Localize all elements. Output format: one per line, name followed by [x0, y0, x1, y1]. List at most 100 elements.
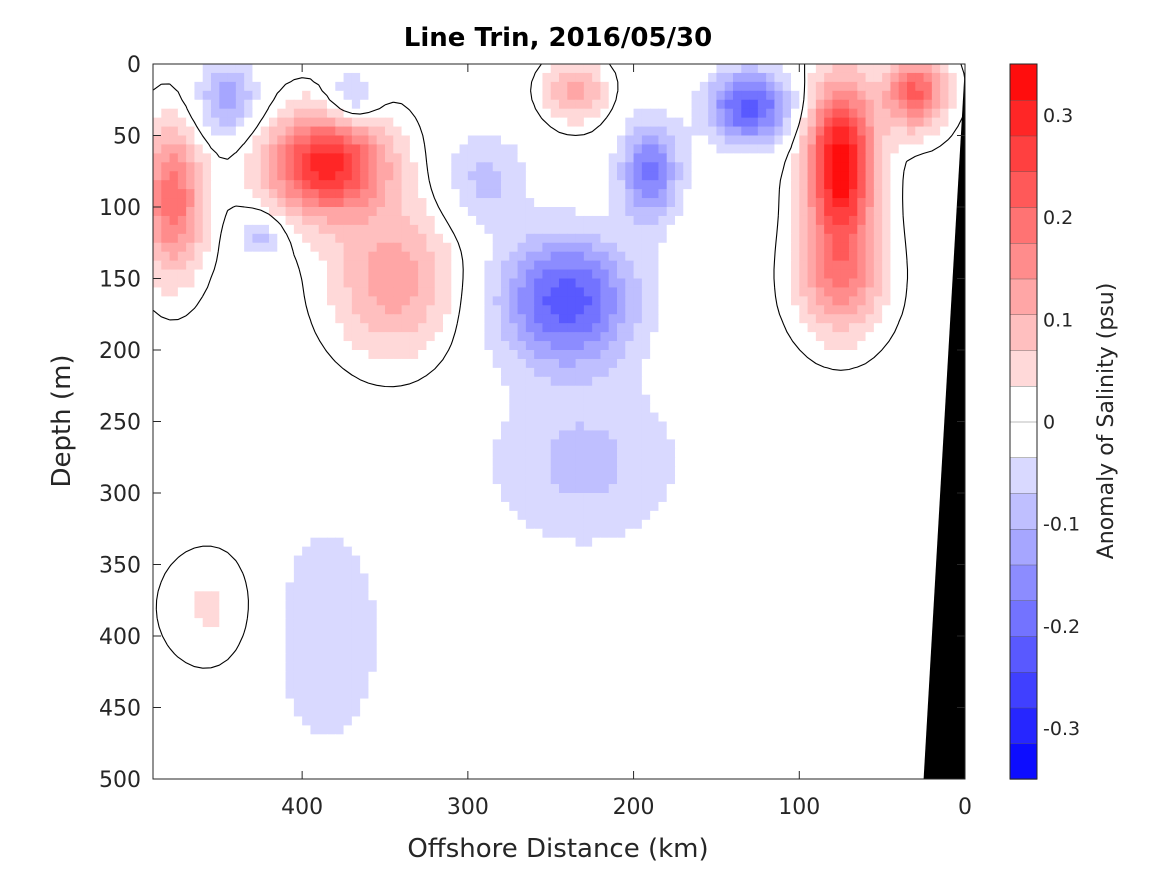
heatmap-cell — [525, 501, 535, 512]
heatmap-cell — [782, 260, 792, 271]
heatmap-cell — [434, 162, 444, 172]
heatmap-cell — [675, 412, 684, 423]
heatmap-cell — [426, 287, 436, 297]
heatmap-cell — [235, 287, 245, 297]
heatmap-cell — [757, 144, 767, 154]
heatmap-cell — [575, 251, 585, 262]
heatmap-cell — [559, 314, 568, 324]
heatmap-cell — [327, 144, 336, 154]
heatmap-cell — [691, 376, 701, 387]
heatmap-cell — [583, 421, 593, 432]
heatmap-cell — [907, 305, 916, 315]
heatmap-cell — [252, 153, 262, 163]
heatmap-cell — [915, 189, 925, 199]
heatmap-cell — [525, 466, 535, 476]
heatmap-cell — [641, 207, 651, 217]
heatmap-cell — [426, 260, 436, 271]
heatmap-cell — [252, 260, 262, 271]
heatmap-cell — [534, 224, 544, 235]
heatmap-cell — [766, 72, 776, 83]
heatmap-cell — [252, 501, 262, 512]
heatmap-cell — [476, 260, 486, 271]
heatmap-cell — [815, 403, 825, 414]
heatmap-cell — [898, 144, 908, 154]
heatmap-cell — [832, 287, 842, 297]
heatmap-cell — [807, 323, 817, 333]
heatmap-cell — [567, 81, 577, 92]
heatmap-cell — [409, 367, 419, 378]
heatmap-cell — [161, 269, 171, 280]
heatmap-cell — [153, 314, 162, 324]
heatmap-cell — [675, 269, 684, 280]
heatmap-cell — [285, 215, 295, 226]
heatmap-cell — [517, 412, 527, 423]
heatmap-cell — [302, 162, 312, 172]
heatmap-cell — [467, 510, 477, 521]
heatmap-cell — [161, 412, 171, 423]
heatmap-cell — [244, 457, 254, 467]
heatmap-cell — [931, 269, 941, 280]
heatmap-cell — [302, 90, 312, 101]
heatmap-cell — [617, 242, 626, 253]
heatmap-cell — [443, 215, 452, 226]
heatmap-cell — [335, 305, 345, 315]
heatmap-cell — [492, 358, 502, 369]
heatmap-cell — [484, 90, 494, 101]
heatmap-cell — [675, 385, 684, 396]
heatmap-cell — [269, 439, 278, 449]
heatmap-cell — [666, 466, 676, 476]
heatmap-cell — [393, 466, 403, 476]
heatmap-cell — [559, 475, 568, 485]
heatmap-cell — [923, 484, 933, 494]
heatmap-cell — [733, 269, 742, 280]
heatmap-cell — [177, 81, 187, 92]
heatmap-cell — [774, 180, 784, 190]
heatmap-cell — [675, 350, 684, 360]
heatmap-cell — [285, 305, 295, 315]
heatmap-cell — [832, 332, 842, 342]
heatmap-cell — [169, 394, 179, 405]
heatmap-cell — [376, 484, 386, 494]
heatmap-cell — [774, 215, 784, 226]
heatmap-cell — [650, 233, 660, 244]
heatmap-cell — [774, 510, 784, 521]
heatmap-cell — [401, 72, 411, 83]
heatmap-cell — [716, 260, 726, 271]
heatmap-cell — [890, 439, 900, 449]
heatmap-cell — [194, 510, 204, 521]
heatmap-cell — [559, 242, 568, 253]
heatmap-cell — [840, 376, 850, 387]
heatmap-cell — [434, 510, 444, 521]
heatmap-cell — [699, 305, 709, 315]
heatmap-cell — [211, 501, 220, 512]
heatmap-cell — [559, 412, 568, 423]
heatmap-cell — [335, 314, 345, 324]
heatmap-cell — [650, 108, 660, 119]
heatmap-cell — [219, 135, 229, 146]
heatmap-cell — [691, 430, 701, 440]
heatmap-cell — [592, 403, 602, 414]
heatmap-cell — [202, 189, 212, 199]
heatmap-cell — [608, 287, 618, 297]
heatmap-cell — [799, 278, 809, 289]
heatmap-cell — [724, 430, 734, 440]
heatmap-cell — [550, 403, 560, 414]
heatmap-cell — [269, 278, 278, 289]
heatmap-cell — [169, 135, 179, 146]
heatmap-cell — [832, 439, 842, 449]
heatmap-cell — [683, 394, 693, 405]
heatmap-cell — [716, 215, 726, 226]
heatmap-cell — [633, 251, 643, 262]
heatmap-cell — [799, 501, 809, 512]
heatmap-cell — [542, 180, 552, 190]
heatmap-cell — [351, 153, 361, 163]
heatmap-cell — [434, 269, 444, 280]
heatmap-cell — [376, 144, 386, 154]
heatmap-cell — [186, 90, 196, 101]
heatmap-cell — [260, 421, 270, 432]
heatmap-cell — [169, 305, 179, 315]
heatmap-cell — [583, 385, 593, 396]
heatmap-cell — [733, 171, 742, 181]
heatmap-cell — [807, 135, 817, 146]
